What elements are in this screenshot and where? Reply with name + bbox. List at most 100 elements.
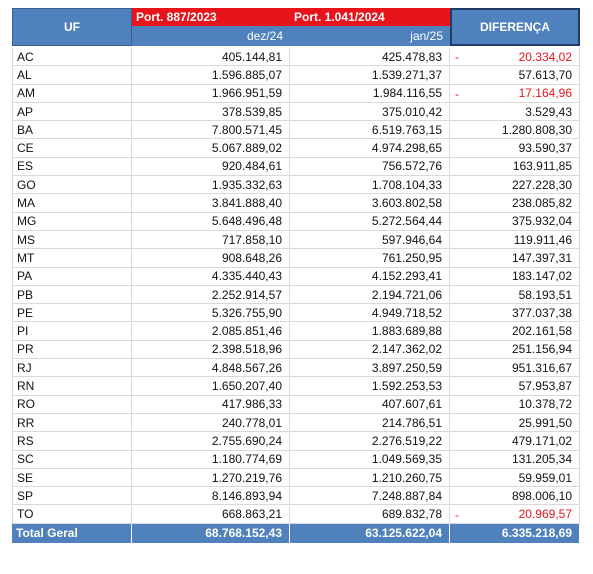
diff-cell: 238.085,82: [450, 194, 580, 213]
jan-cell: 1.883.689,88: [290, 322, 450, 341]
diff-cell: 202.161,58: [450, 322, 580, 341]
header-month2: jan/25: [290, 26, 450, 46]
dez-cell: 4.335.440,43: [132, 267, 290, 286]
uf-cell: SC: [12, 450, 132, 469]
diff-cell: 375.932,04: [450, 212, 580, 231]
diff-cell: 1.280.808,30: [450, 121, 580, 140]
uf-cell: PR: [12, 340, 132, 360]
uf-cell: AM: [12, 84, 132, 103]
dez-cell: 4.848.567,26: [132, 359, 290, 378]
uf-cell: TO: [12, 505, 132, 524]
dez-cell: 908.648,26: [132, 249, 290, 268]
diff-cell: 131.205,34: [450, 450, 580, 469]
jan-cell: 4.974.298,65: [290, 139, 450, 158]
uf-cell: GO: [12, 176, 132, 195]
uf-cell: AC: [12, 48, 132, 67]
diff-cell: 10.378,72: [450, 395, 580, 414]
sign: -: [455, 86, 459, 101]
jan-cell: 3.603.802,58: [290, 194, 450, 213]
dez-cell: 7.800.571,45: [132, 121, 290, 140]
jan-cell: 2.276.519,22: [290, 432, 450, 451]
jan-cell: 7.248.887,84: [290, 487, 450, 506]
dez-cell: 1.180.774,69: [132, 450, 290, 469]
uf-cell: MG: [12, 212, 132, 231]
jan-cell: 4.152.293,41: [290, 267, 450, 286]
dez-cell: 1.935.332,63: [132, 176, 290, 195]
diff-cell: 251.156,94: [450, 340, 580, 360]
jan-cell: 1.049.569,35: [290, 450, 450, 469]
diff-cell: 951.316,67: [450, 359, 580, 378]
diff-cell: 58.193,51: [450, 285, 580, 305]
jan-cell: 1.539.271,37: [290, 66, 450, 85]
diff-cell: 3.529,43: [450, 102, 580, 122]
uf-cell: SP: [12, 487, 132, 506]
header-port1: Port. 887/2023: [132, 8, 290, 26]
dez-cell: 378.539,85: [132, 102, 290, 122]
diff-cell: 59.959,01: [450, 468, 580, 488]
dez-cell: 2.398.518,96: [132, 340, 290, 360]
diff-cell: 57.613,70: [450, 66, 580, 85]
uf-cell: PE: [12, 304, 132, 323]
diff-cell: 479.171,02: [450, 432, 580, 451]
jan-cell: 407.607,61: [290, 395, 450, 414]
uf-cell: PB: [12, 285, 132, 305]
uf-cell: MT: [12, 249, 132, 268]
dez-cell: 668.863,21: [132, 505, 290, 524]
jan-cell: 1.210.260,75: [290, 468, 450, 488]
uf-cell: BA: [12, 121, 132, 140]
uf-cell: RS: [12, 432, 132, 451]
jan-cell: 756.572,76: [290, 157, 450, 177]
jan-cell: 425.478,83: [290, 48, 450, 67]
diff-cell: 17.164,96: [450, 84, 580, 103]
jan-cell: 1.592.253,53: [290, 377, 450, 396]
uf-cell: RO: [12, 395, 132, 414]
uf-cell: MS: [12, 231, 132, 250]
dez-cell: 1.596.885,07: [132, 66, 290, 85]
jan-cell: 2.147.362,02: [290, 340, 450, 360]
header-uf: UF: [12, 8, 132, 46]
diff-cell: 147.397,31: [450, 249, 580, 268]
diff-cell: 227.228,30: [450, 176, 580, 195]
jan-cell: 214.786,51: [290, 414, 450, 433]
jan-cell: 1.708.104,33: [290, 176, 450, 195]
uf-cell: AP: [12, 102, 132, 122]
jan-cell: 375.010,42: [290, 102, 450, 122]
uf-cell: RN: [12, 377, 132, 396]
header-month1: dez/24: [132, 26, 290, 46]
uf-cell: AL: [12, 66, 132, 85]
jan-cell: 689.832,78: [290, 505, 450, 524]
jan-cell: 2.194.721,06: [290, 285, 450, 305]
dez-cell: 2.085.851,46: [132, 322, 290, 341]
uf-cell: RR: [12, 414, 132, 433]
dez-cell: 417.986,33: [132, 395, 290, 414]
diff-cell: 119.911,46: [450, 231, 580, 250]
dez-cell: 2.252.914,57: [132, 285, 290, 305]
sign: -: [455, 507, 459, 522]
dez-cell: 405.144,81: [132, 48, 290, 67]
diff-cell: 20.334,02: [450, 48, 580, 67]
dez-cell: 1.270.219,76: [132, 468, 290, 488]
dez-cell: 5.648.496,48: [132, 212, 290, 231]
header-diff: DIFERENÇA: [450, 8, 580, 46]
jan-cell: 6.519.763,15: [290, 121, 450, 140]
dez-cell: 5.067.889,02: [132, 139, 290, 158]
jan-cell: 761.250,95: [290, 249, 450, 268]
diff-cell: 377.037,38: [450, 304, 580, 323]
jan-cell: 1.984.116,55: [290, 84, 450, 103]
jan-cell: 3.897.250,59: [290, 359, 450, 378]
dez-cell: 5.326.755,90: [132, 304, 290, 323]
total-dez: 68.768.152,43: [132, 523, 290, 543]
dez-cell: 8.146.893,94: [132, 487, 290, 506]
uf-cell: CE: [12, 139, 132, 158]
sign: -: [455, 50, 459, 65]
uf-cell: RJ: [12, 359, 132, 378]
diff-cell: 93.590,37: [450, 139, 580, 158]
dez-cell: 1.650.207,40: [132, 377, 290, 396]
jan-cell: 4.949.718,52: [290, 304, 450, 323]
diff-cell: 898.006,10: [450, 487, 580, 506]
diff-cell: 25.991,50: [450, 414, 580, 433]
total-diff: 6.335.218,69: [450, 523, 580, 543]
dez-cell: 3.841.888,40: [132, 194, 290, 213]
diff-cell: 183.147,02: [450, 267, 580, 286]
dez-cell: 1.966.951,59: [132, 84, 290, 103]
